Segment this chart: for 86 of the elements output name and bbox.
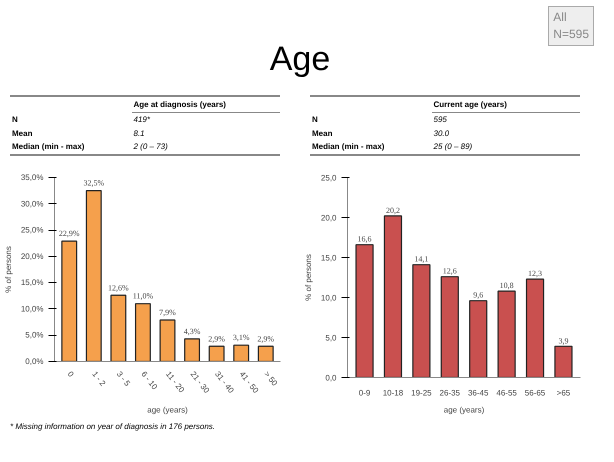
data-label: 7,9% [159, 308, 176, 317]
y-tick-label: 25,0 [320, 174, 338, 182]
x-tick-label: 0 [66, 370, 76, 380]
y-tick-label: 5,0% [25, 330, 44, 340]
data-label: 12,3 [528, 269, 542, 278]
x-tick-label: 56-65 [524, 388, 546, 398]
x-tick-label: 3 - 5 [114, 370, 132, 388]
x-tick-label: 1 - 2 [90, 370, 108, 388]
text: N [11, 114, 19, 126]
chart-title: Age [270, 40, 330, 78]
y-tick-label: 5,0 [325, 334, 338, 342]
y-tick-label: 15,0 [320, 254, 338, 262]
y-axis-title: % of persons [4, 246, 13, 293]
data-label: 2,9% [257, 334, 274, 344]
data-label: 4,3% [184, 326, 201, 336]
text: * Missing information on year of diagnosis in 176 persons. [10, 422, 215, 431]
text: 25 (0 – 89) [432, 141, 474, 154]
text: 2 (0 – 73) [132, 141, 169, 154]
y-tick-label: 20,0 [320, 214, 338, 222]
bar [160, 319, 176, 362]
text: Median (min - max) [311, 141, 386, 154]
text: 595 [432, 114, 448, 126]
bar [233, 344, 250, 362]
data-label: 2,9% [208, 334, 226, 344]
x-tick-label: 31 - 40 [213, 370, 236, 396]
bar [61, 240, 78, 362]
x-tick-label: > 50 [262, 370, 280, 388]
bar [384, 215, 402, 378]
y-tick-label: 0,0 [325, 374, 338, 382]
text: Mean [311, 128, 334, 140]
data-label: 3,1% [232, 333, 250, 342]
y-tick-label: 20,0% [20, 252, 44, 261]
y-tick-label: 35,0% [20, 173, 44, 182]
bar [184, 338, 200, 362]
bar [469, 300, 488, 378]
bar [258, 346, 274, 362]
text: N [311, 114, 319, 126]
data-label: 11,0% [132, 292, 154, 301]
x-tick-label: 41 - 50 [238, 370, 261, 396]
x-tick-label: 19-25 [411, 388, 432, 398]
data-label: 22,9% [58, 229, 80, 238]
data-label: 16,6 [358, 234, 372, 244]
text: Age at diagnosis (years) [132, 96, 280, 113]
x-tick-label: 11 - 20 [164, 370, 186, 395]
x-tick-label: 36-45 [468, 388, 489, 398]
data-label: 14,1 [414, 254, 428, 264]
bar [412, 264, 430, 378]
bar [110, 294, 126, 362]
data-label: 12,6 [442, 266, 457, 276]
data-label: 3,9 [558, 336, 568, 346]
text: 30.0 [432, 128, 450, 140]
y-tick-label: 30,0% [20, 199, 44, 208]
bar [86, 190, 102, 362]
data-label: 32,5% [83, 178, 104, 188]
text: Mean [11, 128, 34, 140]
x-axis-title: age (years) [444, 406, 485, 414]
x-tick-label: 10-18 [382, 388, 404, 398]
y-tick-label: 10,0% [20, 304, 44, 314]
text: Median (min - max) [11, 141, 86, 154]
x-tick-label: 21 - 30 [188, 370, 212, 396]
data-label: 9,6 [473, 290, 484, 300]
y-tick-label: 25,0% [20, 226, 44, 235]
text: 8.1 [132, 128, 146, 140]
data-label: 20,2 [386, 206, 400, 215]
bar [526, 278, 544, 378]
data-label: 10,8 [500, 281, 514, 290]
bar [554, 346, 573, 378]
x-tick-label: >65 [556, 388, 571, 398]
bar [134, 303, 151, 362]
text: All N=595 [548, 6, 594, 46]
y-tick-label: 10,0 [320, 294, 338, 302]
text: Current age (years) [432, 96, 580, 113]
x-axis-title: age (years) [147, 406, 188, 415]
y-tick-label: 0,0% [25, 357, 44, 366]
x-tick-label: 0-9 [358, 388, 371, 398]
bar [355, 244, 374, 378]
text: 419* [132, 114, 152, 126]
x-tick-label: 26-35 [440, 388, 461, 398]
y-tick-label: 15,0% [20, 278, 44, 288]
bar [498, 290, 516, 378]
bar [208, 346, 225, 362]
y-axis-title: % of persons [304, 254, 313, 301]
bar [440, 276, 459, 378]
x-tick-label: 46-55 [496, 388, 518, 398]
x-tick-label: 6 - 10 [139, 370, 160, 392]
data-label: 12,6% [108, 283, 130, 292]
